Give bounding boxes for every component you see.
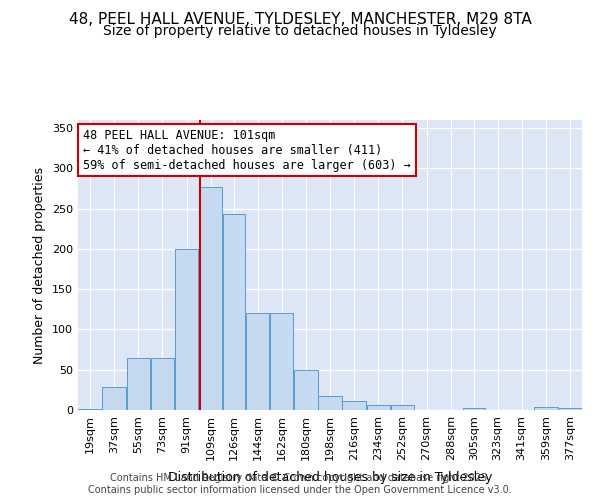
Bar: [343, 401, 366, 410]
Bar: [558, 408, 581, 410]
Bar: [391, 405, 414, 410]
Bar: [367, 405, 390, 410]
Bar: [79, 409, 102, 410]
X-axis label: Distribution of detached houses by size in Tyldesley: Distribution of detached houses by size …: [168, 471, 492, 484]
Bar: [127, 358, 150, 410]
Bar: [534, 407, 557, 410]
Bar: [463, 408, 485, 410]
Bar: [199, 187, 223, 410]
Y-axis label: Number of detached properties: Number of detached properties: [34, 166, 46, 364]
Bar: [175, 249, 199, 410]
Bar: [246, 314, 269, 410]
Text: Contains HM Land Registry data © Crown copyright and database right 2025.
Contai: Contains HM Land Registry data © Crown c…: [88, 474, 512, 495]
Bar: [294, 370, 317, 410]
Bar: [151, 358, 174, 410]
Text: 48 PEEL HALL AVENUE: 101sqm
← 41% of detached houses are smaller (411)
59% of se: 48 PEEL HALL AVENUE: 101sqm ← 41% of det…: [83, 128, 411, 172]
Bar: [103, 386, 126, 410]
Text: 48, PEEL HALL AVENUE, TYLDESLEY, MANCHESTER, M29 8TA: 48, PEEL HALL AVENUE, TYLDESLEY, MANCHES…: [68, 12, 532, 28]
Bar: [270, 314, 293, 410]
Bar: [318, 396, 342, 410]
Text: Size of property relative to detached houses in Tyldesley: Size of property relative to detached ho…: [103, 24, 497, 38]
Bar: [223, 214, 245, 410]
